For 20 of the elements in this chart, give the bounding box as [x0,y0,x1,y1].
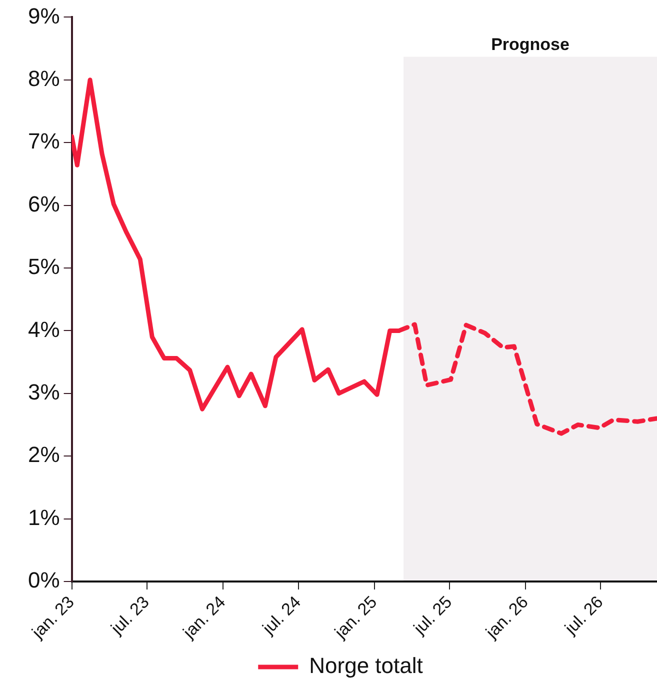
x-tick-label: jul. 24 [258,592,304,639]
x-tick-label: jul. 25 [409,592,456,639]
x-tick-label: jan. 25 [330,592,381,643]
y-tick-label: 4% [28,316,60,342]
y-tick-label: 7% [28,128,60,154]
legend-label: Norge totalt [309,653,423,678]
x-tick-label: jan. 26 [482,592,532,643]
y-tick-label: 3% [28,379,60,404]
band-label: Prognose [491,34,570,54]
y-tick-label: 0% [28,568,60,593]
x-tick-label: jul. 23 [106,592,153,639]
x-tick-label: jan. 23 [28,592,78,643]
y-tick-label: 8% [28,66,60,91]
y-tick-label: 9% [28,3,60,28]
x-tick-label: jan. 24 [178,592,230,643]
x-tick-label: jul. 26 [560,592,607,639]
y-tick-label: 2% [28,442,60,468]
y-tick-label: 6% [28,191,60,216]
y-tick-label: 1% [28,504,60,530]
y-tick-label: 5% [28,254,60,280]
